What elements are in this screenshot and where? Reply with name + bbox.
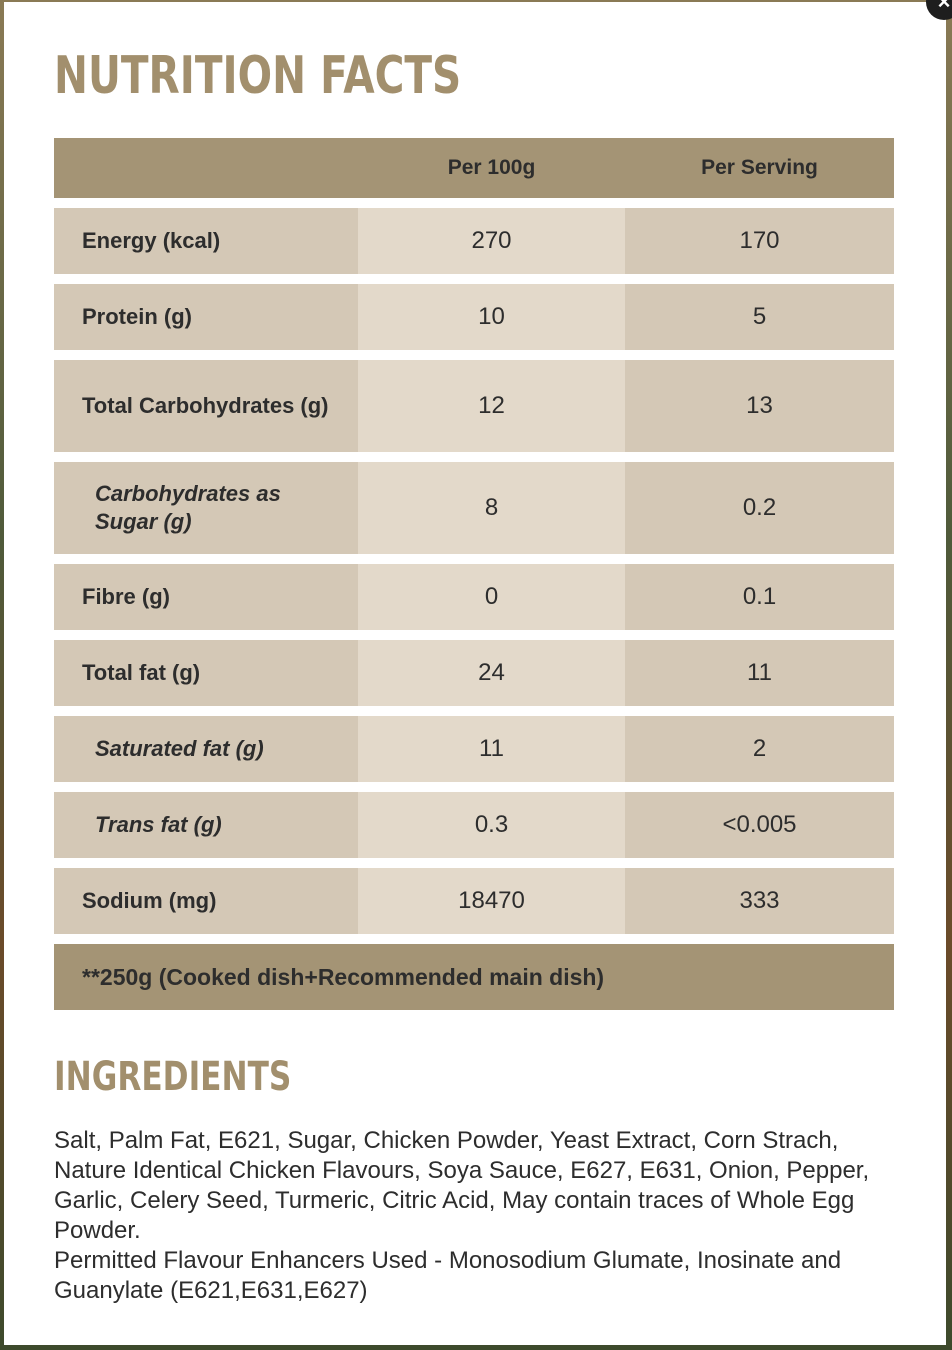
- table-row: Energy (kcal) 270 170: [54, 208, 894, 274]
- per-serving-value: <0.005: [625, 792, 894, 858]
- per-100g-value: 0.3: [358, 792, 625, 858]
- per-serving-value: 2: [625, 716, 894, 782]
- per-serving-value: 11: [625, 640, 894, 706]
- table-row: Protein (g) 10 5: [54, 284, 894, 350]
- table-row: Carbohydrates as Sugar (g) 8 0.2: [54, 462, 894, 554]
- per-100g-value: 0: [358, 564, 625, 630]
- ingredients-title: INGREDIENTS: [54, 1054, 292, 1100]
- nutrient-name: Sodium (mg): [54, 868, 358, 934]
- per-100g-value: 24: [358, 640, 625, 706]
- per-serving-value: 5: [625, 284, 894, 350]
- per-serving-value: 170: [625, 208, 894, 274]
- table-row: Sodium (mg) 18470 333: [54, 868, 894, 934]
- ingredients-text: Salt, Palm Fat, E621, Sugar, Chicken Pow…: [54, 1127, 870, 1244]
- nutrient-name: Saturated fat (g): [54, 716, 358, 782]
- per-100g-value: 8: [358, 462, 625, 554]
- header-cell-per-100g: Per 100g: [447, 156, 536, 179]
- table-row: Total Carbohydrates (g) 12 13: [54, 360, 894, 452]
- per-serving-value: 13: [625, 360, 894, 452]
- table-header: Per 100g Per Serving: [54, 138, 894, 198]
- table-row: Trans fat (g) 0.3 <0.005: [54, 792, 894, 858]
- per-100g-value: 11: [358, 716, 625, 782]
- per-100g-value: 12: [358, 360, 625, 452]
- nutrient-name: Protein (g): [54, 284, 358, 350]
- header-cell-per-serving: Per Serving: [701, 156, 818, 179]
- nutrient-name: Carbohydrates as Sugar (g): [54, 462, 358, 554]
- serving-footnote: **250g (Cooked dish+Recommended main dis…: [54, 944, 894, 1010]
- close-button[interactable]: ×: [926, 0, 952, 20]
- per-serving-value: 333: [625, 868, 894, 934]
- nutrient-name: Total fat (g): [54, 640, 358, 706]
- per-100g-value: 18470: [358, 868, 625, 934]
- per-100g-value: 10: [358, 284, 625, 350]
- per-serving-value: 0.1: [625, 564, 894, 630]
- nutrient-name: Trans fat (g): [54, 792, 358, 858]
- table-row: Saturated fat (g) 11 2: [54, 716, 894, 782]
- nutrition-modal: × NUTRITION FACTS Per 100g Per Serving E…: [4, 0, 952, 1345]
- nutrient-name: Fibre (g): [54, 564, 358, 630]
- per-serving-value: 0.2: [625, 462, 894, 554]
- nutrient-name: Energy (kcal): [54, 208, 358, 274]
- ingredients-list: Salt, Palm Fat, E621, Sugar, Chicken Pow…: [54, 1126, 894, 1306]
- flavour-enhancers-text: Permitted Flavour Enhancers Used - Monos…: [54, 1247, 842, 1304]
- header-cell-nutrient: [54, 138, 358, 198]
- nutrition-facts-title: NUTRITION FACTS: [54, 46, 462, 106]
- table-row: Fibre (g) 0 0.1: [54, 564, 894, 630]
- table-row: Total fat (g) 24 11: [54, 640, 894, 706]
- nutrient-name: Total Carbohydrates (g): [54, 360, 358, 452]
- nutrition-table: Per 100g Per Serving Energy (kcal) 270 1…: [54, 138, 894, 1010]
- per-100g-value: 270: [358, 208, 625, 274]
